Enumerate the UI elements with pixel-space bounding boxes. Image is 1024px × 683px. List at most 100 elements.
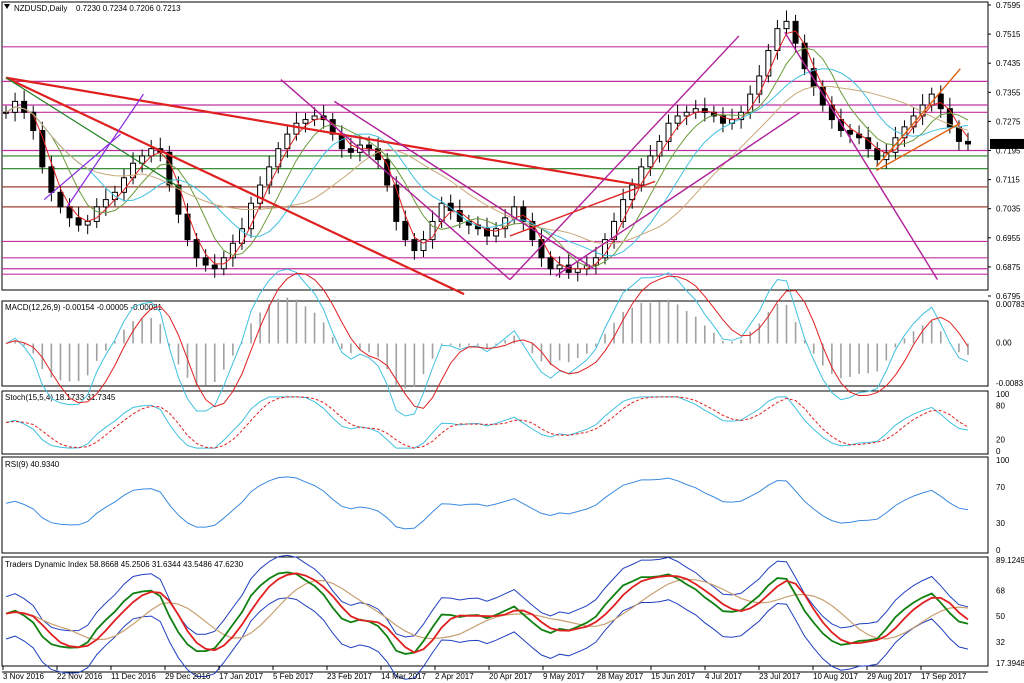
candle-body: [665, 122, 672, 142]
candle-body: [39, 129, 46, 168]
date-tick-label: 15 Jun 2017: [651, 672, 696, 681]
rsi-axis-label: 70: [996, 483, 1005, 492]
price-tick-label: 0.6875: [996, 263, 1021, 272]
candle-body: [783, 20, 790, 30]
candle-body: [620, 199, 627, 222]
date-tick-label: 20 Apr 2017: [489, 672, 533, 681]
main-title: NZDUSD,Daily: [14, 4, 67, 13]
candle-body: [965, 140, 971, 145]
ma-long-line: [5, 85, 969, 245]
candle-body: [683, 111, 690, 117]
candle-body: [493, 228, 500, 237]
trendline: [333, 100, 595, 270]
stoch-axis-label: 0: [996, 447, 1001, 456]
macd-axis-label: -0.0083: [996, 379, 1024, 388]
rsi-axis-label: 100: [996, 456, 1010, 465]
current-price-box: [990, 138, 1024, 149]
candle-body: [420, 239, 427, 252]
candle-body: [847, 129, 854, 135]
tdi-axis-label: 68: [996, 586, 1005, 595]
candle-body: [402, 220, 409, 241]
rsi-axis-label: 30: [996, 519, 1005, 528]
tdi-axis-label: 89.1249: [996, 556, 1024, 565]
candle-body: [656, 140, 663, 157]
current-price-label: 0.7213: [993, 140, 1018, 149]
candle-body: [701, 108, 708, 113]
date-tick-label: 3 Nov 2016: [3, 672, 44, 681]
tdi-axis-label: 32: [996, 638, 1005, 647]
ma-mid-line: [5, 47, 969, 267]
date-tick-label: 5 Feb 2017: [273, 672, 314, 681]
macd-title: MACD(12,26,9) -0.00154 -0.00005 -0.00081: [5, 303, 163, 312]
candle-body: [937, 93, 944, 110]
trendline: [875, 68, 961, 168]
collapse-triangle-icon[interactable]: [4, 4, 10, 9]
trendline: [66, 93, 144, 208]
price-tick-label: 0.7195: [996, 147, 1021, 156]
tdi-base-line: [5, 578, 969, 641]
price-tick-label: 0.7275: [996, 117, 1021, 126]
date-tick-label: 23 Feb 2017: [327, 672, 372, 681]
candle-body: [66, 206, 73, 219]
date-tick-label: 28 May 2017: [597, 672, 644, 681]
trendline: [509, 180, 656, 237]
candle-body: [393, 184, 400, 222]
price-tick-label: 0.7035: [996, 205, 1021, 214]
candle-body: [484, 228, 490, 237]
stoch-main-line: [5, 396, 969, 449]
candle-body: [601, 239, 608, 259]
date-tick-label: 11 Dec 2016: [111, 672, 156, 681]
tdi-rsi-line: [5, 571, 969, 655]
stoch-axis-label: 100: [996, 390, 1010, 399]
candle-body: [75, 217, 82, 226]
price-tick-label: 0.7435: [996, 59, 1021, 68]
candle-body: [366, 144, 373, 150]
candle-body: [747, 93, 754, 113]
date-tick-label: 22 Nov 2016: [57, 672, 103, 681]
candle-body: [93, 206, 100, 222]
date-tick-label: 2 Apr 2017: [435, 672, 474, 681]
candle-body: [248, 202, 255, 230]
rsi-title: RSI(9) 40.9340: [5, 460, 60, 469]
macd-axis-label: 0.00: [996, 338, 1012, 347]
pane-frame-main: [1, 1, 989, 291]
candle-body: [302, 119, 309, 124]
candle-body: [456, 210, 463, 222]
date-tick-label: 14 Mar 2017: [381, 672, 426, 681]
date-tick-label: 17 Sep 2017: [921, 672, 967, 681]
stoch-axis-label: 80: [996, 401, 1005, 410]
candle-body: [946, 108, 953, 128]
candle-body: [21, 100, 28, 113]
trendline: [784, 31, 939, 280]
pane-frame-rsi: [1, 456, 989, 554]
price-tick-label: 0.7595: [996, 1, 1021, 10]
candle-body: [865, 137, 872, 150]
date-tick-label: 10 Aug 2017: [813, 672, 858, 681]
candle-body: [556, 264, 563, 270]
candle-body: [84, 220, 91, 226]
candle-body: [229, 242, 236, 259]
tdi-lower-band: [5, 597, 969, 680]
price-tick-label: 0.6795: [996, 292, 1021, 301]
candle-body: [257, 184, 264, 204]
date-tick-label: 29 Aug 2017: [867, 672, 912, 681]
trendline: [509, 35, 740, 281]
ohlc-readout: 0.7230 0.7234 0.7206 0.7213: [76, 4, 181, 13]
candle-body: [211, 264, 218, 270]
pane-frame-stoch: [1, 390, 989, 455]
date-tick-label: 4 Jul 2017: [705, 672, 742, 681]
candle-body: [574, 268, 581, 273]
trendline: [5, 76, 465, 296]
tdi-signal-line: [5, 572, 969, 654]
trendline: [555, 111, 801, 277]
candle-body: [719, 115, 726, 124]
candle-body: [293, 122, 300, 135]
candle-body: [411, 239, 418, 252]
date-tick-label: 17 Jan 2017: [219, 672, 264, 681]
candle-body: [120, 177, 127, 193]
candle-body: [102, 199, 109, 208]
candle-body: [193, 239, 200, 259]
pane-frame-macd: [1, 300, 989, 387]
